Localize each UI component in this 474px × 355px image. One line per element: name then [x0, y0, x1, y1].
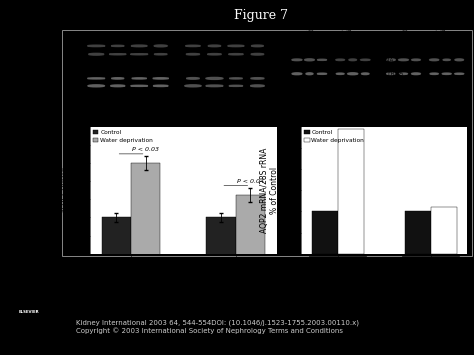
Ellipse shape — [455, 59, 464, 61]
Bar — [236, 195, 265, 308]
Ellipse shape — [208, 45, 221, 47]
Ellipse shape — [430, 73, 438, 75]
Ellipse shape — [387, 73, 395, 75]
Text: Young
rats: Young rats — [274, 43, 293, 54]
Ellipse shape — [185, 85, 201, 87]
Ellipse shape — [228, 45, 244, 47]
Ellipse shape — [317, 73, 327, 74]
Ellipse shape — [251, 53, 264, 55]
Ellipse shape — [399, 59, 408, 61]
Ellipse shape — [429, 59, 439, 61]
Ellipse shape — [130, 54, 148, 55]
Bar — [405, 212, 431, 254]
Text: Water
deprivation: Water deprivation — [428, 13, 458, 41]
Ellipse shape — [88, 85, 104, 87]
Ellipse shape — [455, 73, 464, 75]
Ellipse shape — [400, 73, 408, 75]
Y-axis label: AQP2 mRNA/28S rRNA
% of Control: AQP2 mRNA/28S rRNA % of Control — [260, 148, 279, 233]
Bar — [207, 218, 236, 308]
Text: Figure 7: Figure 7 — [234, 10, 288, 22]
Ellipse shape — [153, 85, 168, 87]
Ellipse shape — [88, 78, 105, 79]
Ellipse shape — [250, 85, 264, 87]
Text: B: B — [283, 34, 290, 43]
Ellipse shape — [186, 54, 200, 55]
Ellipse shape — [185, 45, 201, 47]
Text: ELSEVIER: ELSEVIER — [18, 310, 39, 313]
Ellipse shape — [206, 85, 223, 87]
Ellipse shape — [131, 45, 147, 47]
Text: AQP2
protein: AQP2 protein — [20, 64, 43, 75]
Ellipse shape — [132, 78, 146, 79]
Ellipse shape — [292, 59, 302, 61]
Ellipse shape — [362, 73, 369, 75]
Ellipse shape — [337, 73, 344, 75]
Ellipse shape — [347, 73, 358, 75]
Ellipse shape — [111, 78, 124, 79]
Ellipse shape — [318, 59, 327, 60]
Ellipse shape — [412, 59, 420, 61]
Ellipse shape — [111, 45, 124, 47]
Bar — [102, 218, 131, 308]
Y-axis label: AQP2 protein expression
% of Control: AQP2 protein expression % of Control — [48, 143, 68, 237]
Ellipse shape — [88, 45, 105, 47]
Text: Control: Control — [117, 31, 140, 36]
Ellipse shape — [229, 85, 243, 86]
Ellipse shape — [186, 78, 200, 79]
Ellipse shape — [131, 85, 148, 86]
Text: 7-month-old
rats: 7-month-old rats — [274, 77, 313, 88]
Ellipse shape — [89, 53, 104, 55]
Ellipse shape — [153, 78, 169, 79]
Ellipse shape — [361, 59, 370, 60]
Legend: Control, Water deprivation: Control, Water deprivation — [93, 130, 153, 143]
Ellipse shape — [411, 73, 420, 75]
Text: 28S rRNA: 28S rRNA — [375, 71, 403, 76]
Text: P < 0.03: P < 0.03 — [132, 147, 159, 152]
Ellipse shape — [305, 59, 314, 61]
Text: Control: Control — [392, 25, 410, 41]
Ellipse shape — [306, 73, 313, 75]
Ellipse shape — [251, 78, 264, 79]
Ellipse shape — [154, 54, 167, 55]
Ellipse shape — [228, 54, 243, 55]
Ellipse shape — [349, 59, 356, 61]
Ellipse shape — [206, 77, 223, 80]
Ellipse shape — [442, 73, 451, 75]
Ellipse shape — [443, 59, 450, 60]
Bar — [311, 212, 337, 254]
Text: P < 0.04: P < 0.04 — [237, 179, 264, 184]
Bar — [337, 129, 364, 254]
Bar — [131, 163, 160, 308]
Text: Water
deprivation: Water deprivation — [334, 13, 364, 41]
Ellipse shape — [336, 59, 345, 61]
Ellipse shape — [292, 73, 302, 75]
Ellipse shape — [387, 59, 395, 61]
Ellipse shape — [251, 45, 264, 47]
Text: Water deprivation: Water deprivation — [191, 31, 247, 36]
Text: Control: Control — [299, 25, 317, 41]
Ellipse shape — [109, 54, 126, 55]
Ellipse shape — [154, 45, 167, 47]
Text: AQP2
mRNA: AQP2 mRNA — [375, 53, 393, 63]
Ellipse shape — [229, 78, 242, 79]
Ellipse shape — [208, 54, 221, 55]
Text: A: A — [68, 34, 75, 43]
Legend: Control, Water deprivation: Control, Water deprivation — [304, 130, 364, 143]
Ellipse shape — [110, 85, 125, 87]
Bar — [431, 207, 457, 254]
Text: Kidney International 2003 64, 544-554DOI: (10.1046/j.1523-1755.2003.00110.x)
Cop: Kidney International 2003 64, 544-554DOI… — [76, 320, 359, 334]
